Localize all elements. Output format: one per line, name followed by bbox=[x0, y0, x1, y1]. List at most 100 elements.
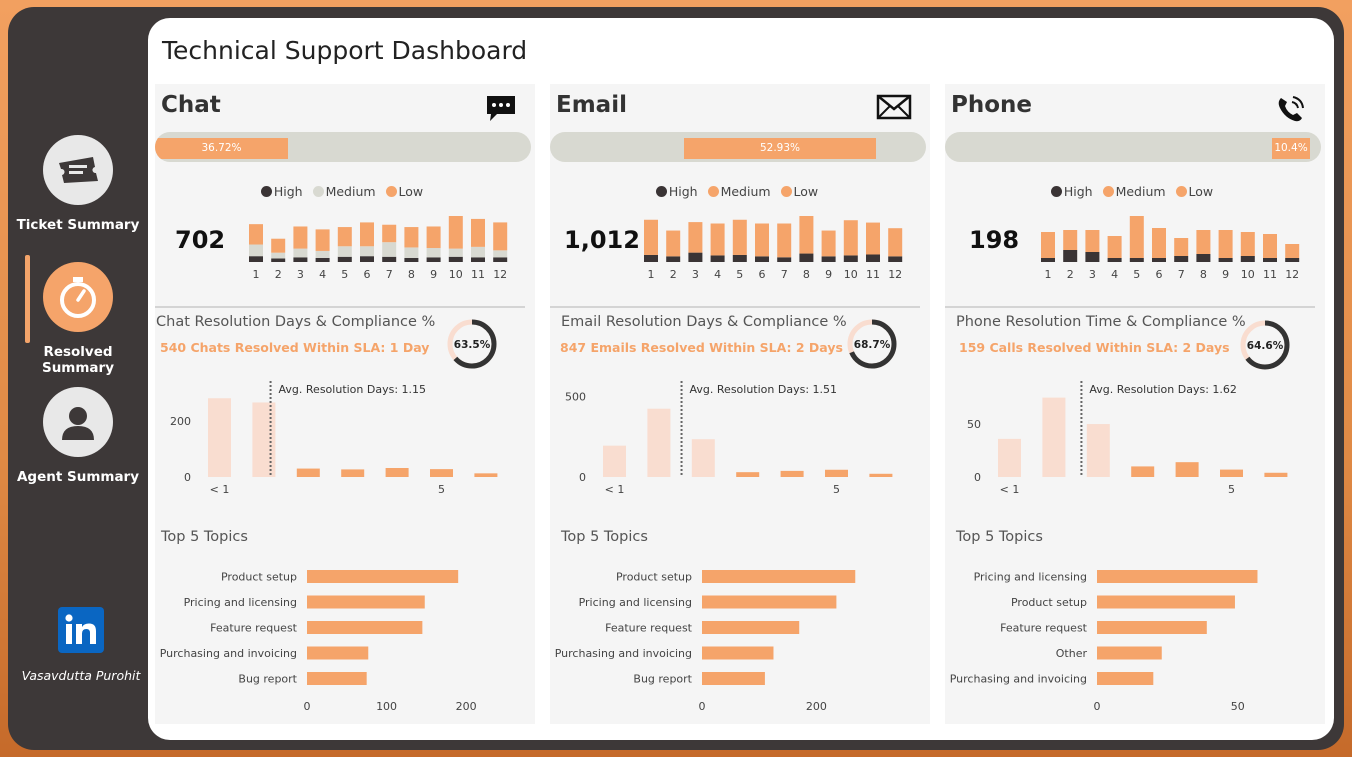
x-tick-label: 50 bbox=[1231, 700, 1245, 713]
bar-low-month-1 bbox=[249, 224, 263, 245]
topic-label: Feature request bbox=[1000, 622, 1088, 635]
legend-label: High bbox=[273, 184, 303, 199]
resolution-bar-6 bbox=[474, 473, 498, 477]
bar-medium-month-9 bbox=[426, 248, 441, 258]
bar-high-month-9 bbox=[821, 256, 836, 262]
divider bbox=[550, 306, 920, 308]
progress-bar: 52.93% bbox=[550, 132, 926, 162]
stopwatch-icon bbox=[43, 262, 113, 332]
x-tick-label: 5 bbox=[438, 483, 445, 496]
x-tick-label: 10 bbox=[449, 268, 463, 281]
resolution-bar-2 bbox=[296, 468, 320, 477]
resolution-subtitle: 159 Calls Resolved Within SLA: 2 Days bbox=[959, 340, 1230, 355]
compliance-donut: 68.7% bbox=[847, 319, 897, 369]
legend-item-low: Low bbox=[1175, 184, 1214, 199]
topic-label: Purchasing and invoicing bbox=[555, 647, 692, 660]
bar-low-month-2 bbox=[666, 230, 681, 257]
x-tick-label: 11 bbox=[866, 268, 880, 281]
topics-title: Top 5 Topics bbox=[161, 529, 248, 545]
panel-title: Chat bbox=[161, 92, 221, 118]
agent-icon bbox=[43, 387, 113, 457]
legend-label: Medium bbox=[325, 184, 376, 199]
bar-medium-month-12 bbox=[493, 250, 508, 258]
panel-title: Phone bbox=[951, 92, 1033, 118]
bar-low-month-12 bbox=[888, 228, 903, 257]
x-tick-label: 3 bbox=[692, 268, 699, 281]
topic-bar bbox=[702, 570, 856, 583]
topics-title: Top 5 Topics bbox=[956, 529, 1043, 545]
linkedin-icon[interactable] bbox=[58, 607, 104, 653]
x-tick-label: 2 bbox=[275, 268, 282, 281]
x-tick-label: 5 bbox=[341, 268, 348, 281]
bar-high-month-11 bbox=[866, 254, 880, 262]
total-tickets: 198 bbox=[969, 226, 1020, 254]
bar-high-month-7 bbox=[1174, 256, 1189, 262]
resolution-bar-3 bbox=[1131, 466, 1155, 477]
resolution-bar-4 bbox=[780, 470, 804, 477]
resolution-bar-5 bbox=[1220, 469, 1243, 477]
bar-high-month-10 bbox=[448, 256, 463, 262]
progress-fill: 36.72% bbox=[155, 138, 288, 159]
bar-high-month-9 bbox=[1218, 258, 1233, 262]
x-tick-label: 6 bbox=[1156, 268, 1163, 281]
bar-low-month-10 bbox=[843, 220, 858, 256]
legend-item-medium: Medium bbox=[312, 184, 376, 199]
x-tick-label: 1 bbox=[253, 268, 260, 281]
bar-medium-month-6 bbox=[360, 246, 374, 257]
resolution-bar-3 bbox=[341, 469, 365, 477]
x-tick-label: 200 bbox=[456, 700, 477, 713]
resolution-bar-< 1 bbox=[208, 398, 231, 477]
selected-indicator bbox=[25, 255, 30, 343]
donut-label: 63.5% bbox=[454, 339, 491, 351]
legend: High Medium Low bbox=[550, 184, 930, 199]
monthly-priority-chart: 1 2 3 4 5 6 7 8 9 10 11 12 bbox=[249, 216, 508, 281]
resolution-bar-4 bbox=[385, 468, 409, 477]
compliance-donut: 63.5% bbox=[447, 319, 497, 369]
bar-low-month-4 bbox=[1107, 236, 1122, 258]
x-tick-label: < 1 bbox=[210, 483, 230, 496]
resolution-bar-2 bbox=[691, 439, 715, 477]
bar-high-month-4 bbox=[1107, 258, 1122, 262]
bar-medium-month-4 bbox=[315, 250, 330, 258]
bar-high-month-6 bbox=[360, 256, 374, 262]
progress-fill: 10.4% bbox=[1272, 138, 1310, 159]
sidebar-item-resolved-summary[interactable]: Resolved Summary bbox=[8, 262, 148, 376]
legend-item-high: High bbox=[655, 184, 698, 199]
resolution-subtitle: 540 Chats Resolved Within SLA: 1 Day bbox=[160, 340, 430, 355]
monthly-priority-chart: 1 2 3 4 5 6 7 8 9 10 11 12 bbox=[644, 216, 903, 281]
x-tick-label: 7 bbox=[1178, 268, 1185, 281]
topic-label: Product setup bbox=[221, 571, 297, 584]
compliance-donut: 64.6% bbox=[1240, 320, 1290, 370]
top-topics-chart: Pricing and licensing Product setup Featur… bbox=[950, 570, 1258, 713]
resolution-bar-1 bbox=[1042, 397, 1066, 477]
x-tick-label: 12 bbox=[493, 268, 507, 281]
bar-high-month-10 bbox=[1240, 256, 1255, 262]
x-tick-label: < 1 bbox=[1000, 483, 1020, 496]
sidebar-item-ticket-summary[interactable]: Ticket Summary bbox=[8, 135, 148, 233]
legend-item-high: High bbox=[1050, 184, 1093, 199]
topic-bar bbox=[307, 595, 425, 609]
bar-low-month-2 bbox=[271, 238, 286, 253]
bar-medium-month-3 bbox=[293, 248, 308, 258]
topic-bar bbox=[1097, 595, 1235, 609]
bar-medium-month-8 bbox=[404, 247, 419, 258]
sidebar-item-agent-summary[interactable]: Agent Summary bbox=[8, 387, 148, 485]
x-tick-label: 1 bbox=[1045, 268, 1052, 281]
ticket-icon bbox=[43, 135, 113, 205]
bar-high-month-12 bbox=[888, 256, 903, 262]
bar-low-month-4 bbox=[710, 223, 725, 256]
legend-label: Low bbox=[1188, 184, 1214, 199]
bar-low-month-5 bbox=[732, 219, 747, 255]
progress-bar: 10.4% bbox=[945, 132, 1321, 162]
resolution-bar-3 bbox=[736, 472, 760, 477]
x-tick-label: 12 bbox=[888, 268, 902, 281]
legend-item-medium: Medium bbox=[1102, 184, 1166, 199]
bar-medium-month-5 bbox=[337, 246, 352, 257]
sidebar-item-label: Agent Summary bbox=[16, 469, 140, 485]
legend-label: Low bbox=[793, 184, 819, 199]
topic-label: Product setup bbox=[1011, 596, 1087, 609]
bar-low-month-2 bbox=[1063, 230, 1078, 250]
topics-title: Top 5 Topics bbox=[561, 529, 648, 545]
topic-bar bbox=[307, 646, 369, 660]
